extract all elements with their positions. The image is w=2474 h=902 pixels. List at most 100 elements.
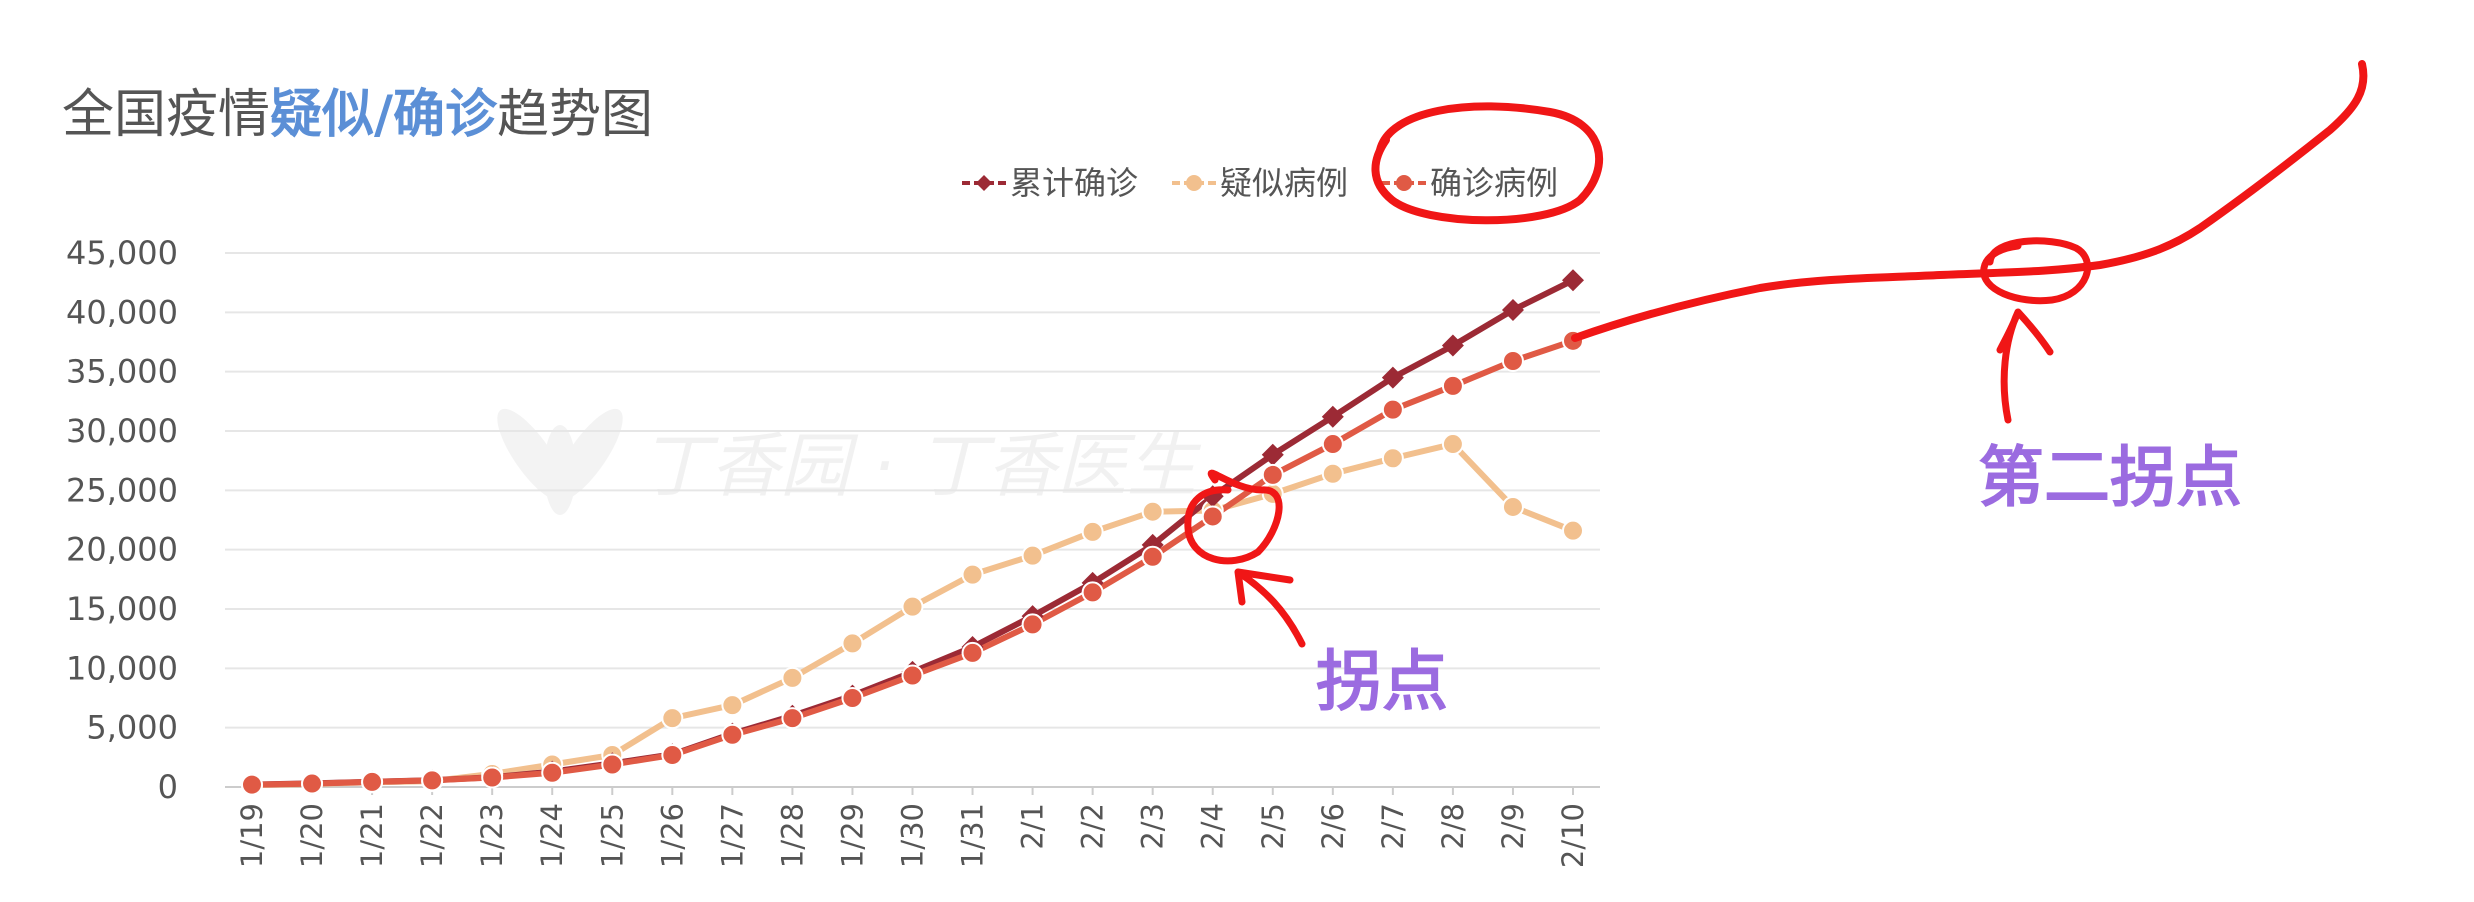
x-tick-label: 1/22 [415,803,449,868]
data-point [1021,613,1044,636]
data-point [1501,349,1524,372]
title-part-1: 全国疫情 [62,85,270,145]
data-point [1562,519,1584,542]
data-point [421,769,444,792]
data-point [1321,433,1344,456]
watermark-text: 丁香园 · 丁香医生 [640,425,1202,507]
data-point [1261,463,1284,486]
x-tick-label: 1/23 [475,803,509,868]
data-point [961,641,984,664]
data-point [541,761,564,784]
title-part-3: 趋势图 [497,85,653,145]
data-point [1441,374,1464,397]
inflection-circle-mark [1184,469,1283,565]
legend-label-confirmed: 确诊病例 [1430,164,1558,202]
annotation-second-inflection: 第二拐点 [1978,439,2242,516]
data-point [1141,500,1164,523]
data-point [901,595,924,618]
x-tick-label: 1/21 [355,803,389,868]
data-point [241,773,263,796]
inflection-arrow-icon [1234,568,1306,648]
y-tick-label: 25,000 [66,471,178,509]
x-tick-label: 1/26 [655,803,689,868]
data-point [361,770,384,793]
x-tick-label: 1/30 [896,803,930,868]
y-tick-label: 35,000 [66,353,178,391]
x-tick-label: 2/10 [1556,803,1590,868]
data-point [721,723,744,746]
x-tick-label: 2/6 [1316,803,1350,850]
data-point [481,766,504,789]
data-point [1201,505,1224,528]
extension-curve-mark [1571,60,2368,342]
data-point [1081,520,1104,543]
x-tick-label: 1/24 [535,803,569,868]
data-point [1321,462,1344,485]
data-point [961,563,984,586]
data-point [1261,443,1284,466]
y-tick-label: 0 [158,768,178,806]
y-tick-label: 40,000 [66,293,178,331]
data-point [1501,298,1524,321]
x-tick-label: 2/1 [1016,803,1050,850]
x-tick-label: 2/7 [1376,803,1410,850]
x-tick-label: 1/20 [295,803,329,868]
y-tick-label: 20,000 [66,531,178,569]
legend-item-cumulative: 累计确诊 [962,164,1138,202]
annotation-inflection: 拐点 [1316,643,1448,720]
diamond-marker-icon [976,175,992,191]
y-tick-label: 15,000 [66,590,178,628]
x-tick-label: 1/28 [775,803,809,868]
x-tick-label: 2/8 [1436,803,1470,850]
data-point [781,707,804,730]
y-tick-label: 30,000 [66,412,178,450]
y-axis-ticks: 0 5,000 10,000 15,000 20,000 25,000 30,000 35,0… [66,234,178,806]
x-tick-label: 2/2 [1076,803,1110,850]
x-tick-label: 1/27 [715,803,749,868]
data-point [301,772,324,795]
legend-item-confirmed: 确诊病例 [1382,164,1558,202]
data-point [1381,398,1404,421]
data-point [1441,334,1464,357]
series-markers [241,269,1584,797]
leaf-logo [497,408,623,515]
y-tick-label: 45,000 [66,234,178,272]
x-tick-label: 2/9 [1496,803,1530,850]
data-point [1381,447,1404,470]
legend: 累计确诊 疑似病例 确诊病例 [962,164,1558,202]
data-point [661,707,684,730]
legend-circle-mark [1371,102,1604,225]
y-tick-label: 5,000 [86,709,178,747]
x-tick-label: 1/31 [956,803,990,868]
data-point [781,666,804,689]
y-tick-label: 10,000 [66,649,178,687]
x-tick-label: 2/4 [1196,803,1230,850]
data-point [1562,269,1584,292]
handdrawn-annotations: 拐点 第二拐点 [1184,60,2368,720]
data-point [841,687,864,709]
chart-title: 全国疫情疑似/确诊趋势图 [62,85,653,145]
circle-marker-icon [1186,175,1202,191]
x-tick-label: 1/25 [595,803,629,868]
second-inflection-arrow-icon [1996,308,2054,424]
watermark: 丁香园 · 丁香医生 [497,408,1202,515]
data-point [1021,544,1044,567]
x-axis-ticks: 1/19 1/20 1/21 1/22 1/23 1/24 1/25 1/26 1/27 1/28… [225,786,1600,868]
legend-label-suspected: 疑似病例 [1220,164,1348,202]
data-point [1381,366,1404,389]
data-point [1501,495,1524,518]
data-point [901,664,924,687]
data-point [1321,405,1344,428]
data-point [601,753,624,776]
title-part-2-highlight: 疑似/确诊 [270,85,498,145]
x-tick-label: 2/3 [1136,803,1170,850]
second-inflection-circle-mark [1980,237,2091,305]
circle-marker-icon [1396,175,1412,191]
legend-label-cumulative: 累计确诊 [1010,164,1138,202]
data-point [1141,545,1164,568]
x-tick-label: 2/5 [1256,803,1290,850]
data-point [1081,581,1104,604]
data-point [1441,433,1464,456]
data-point [661,743,684,766]
